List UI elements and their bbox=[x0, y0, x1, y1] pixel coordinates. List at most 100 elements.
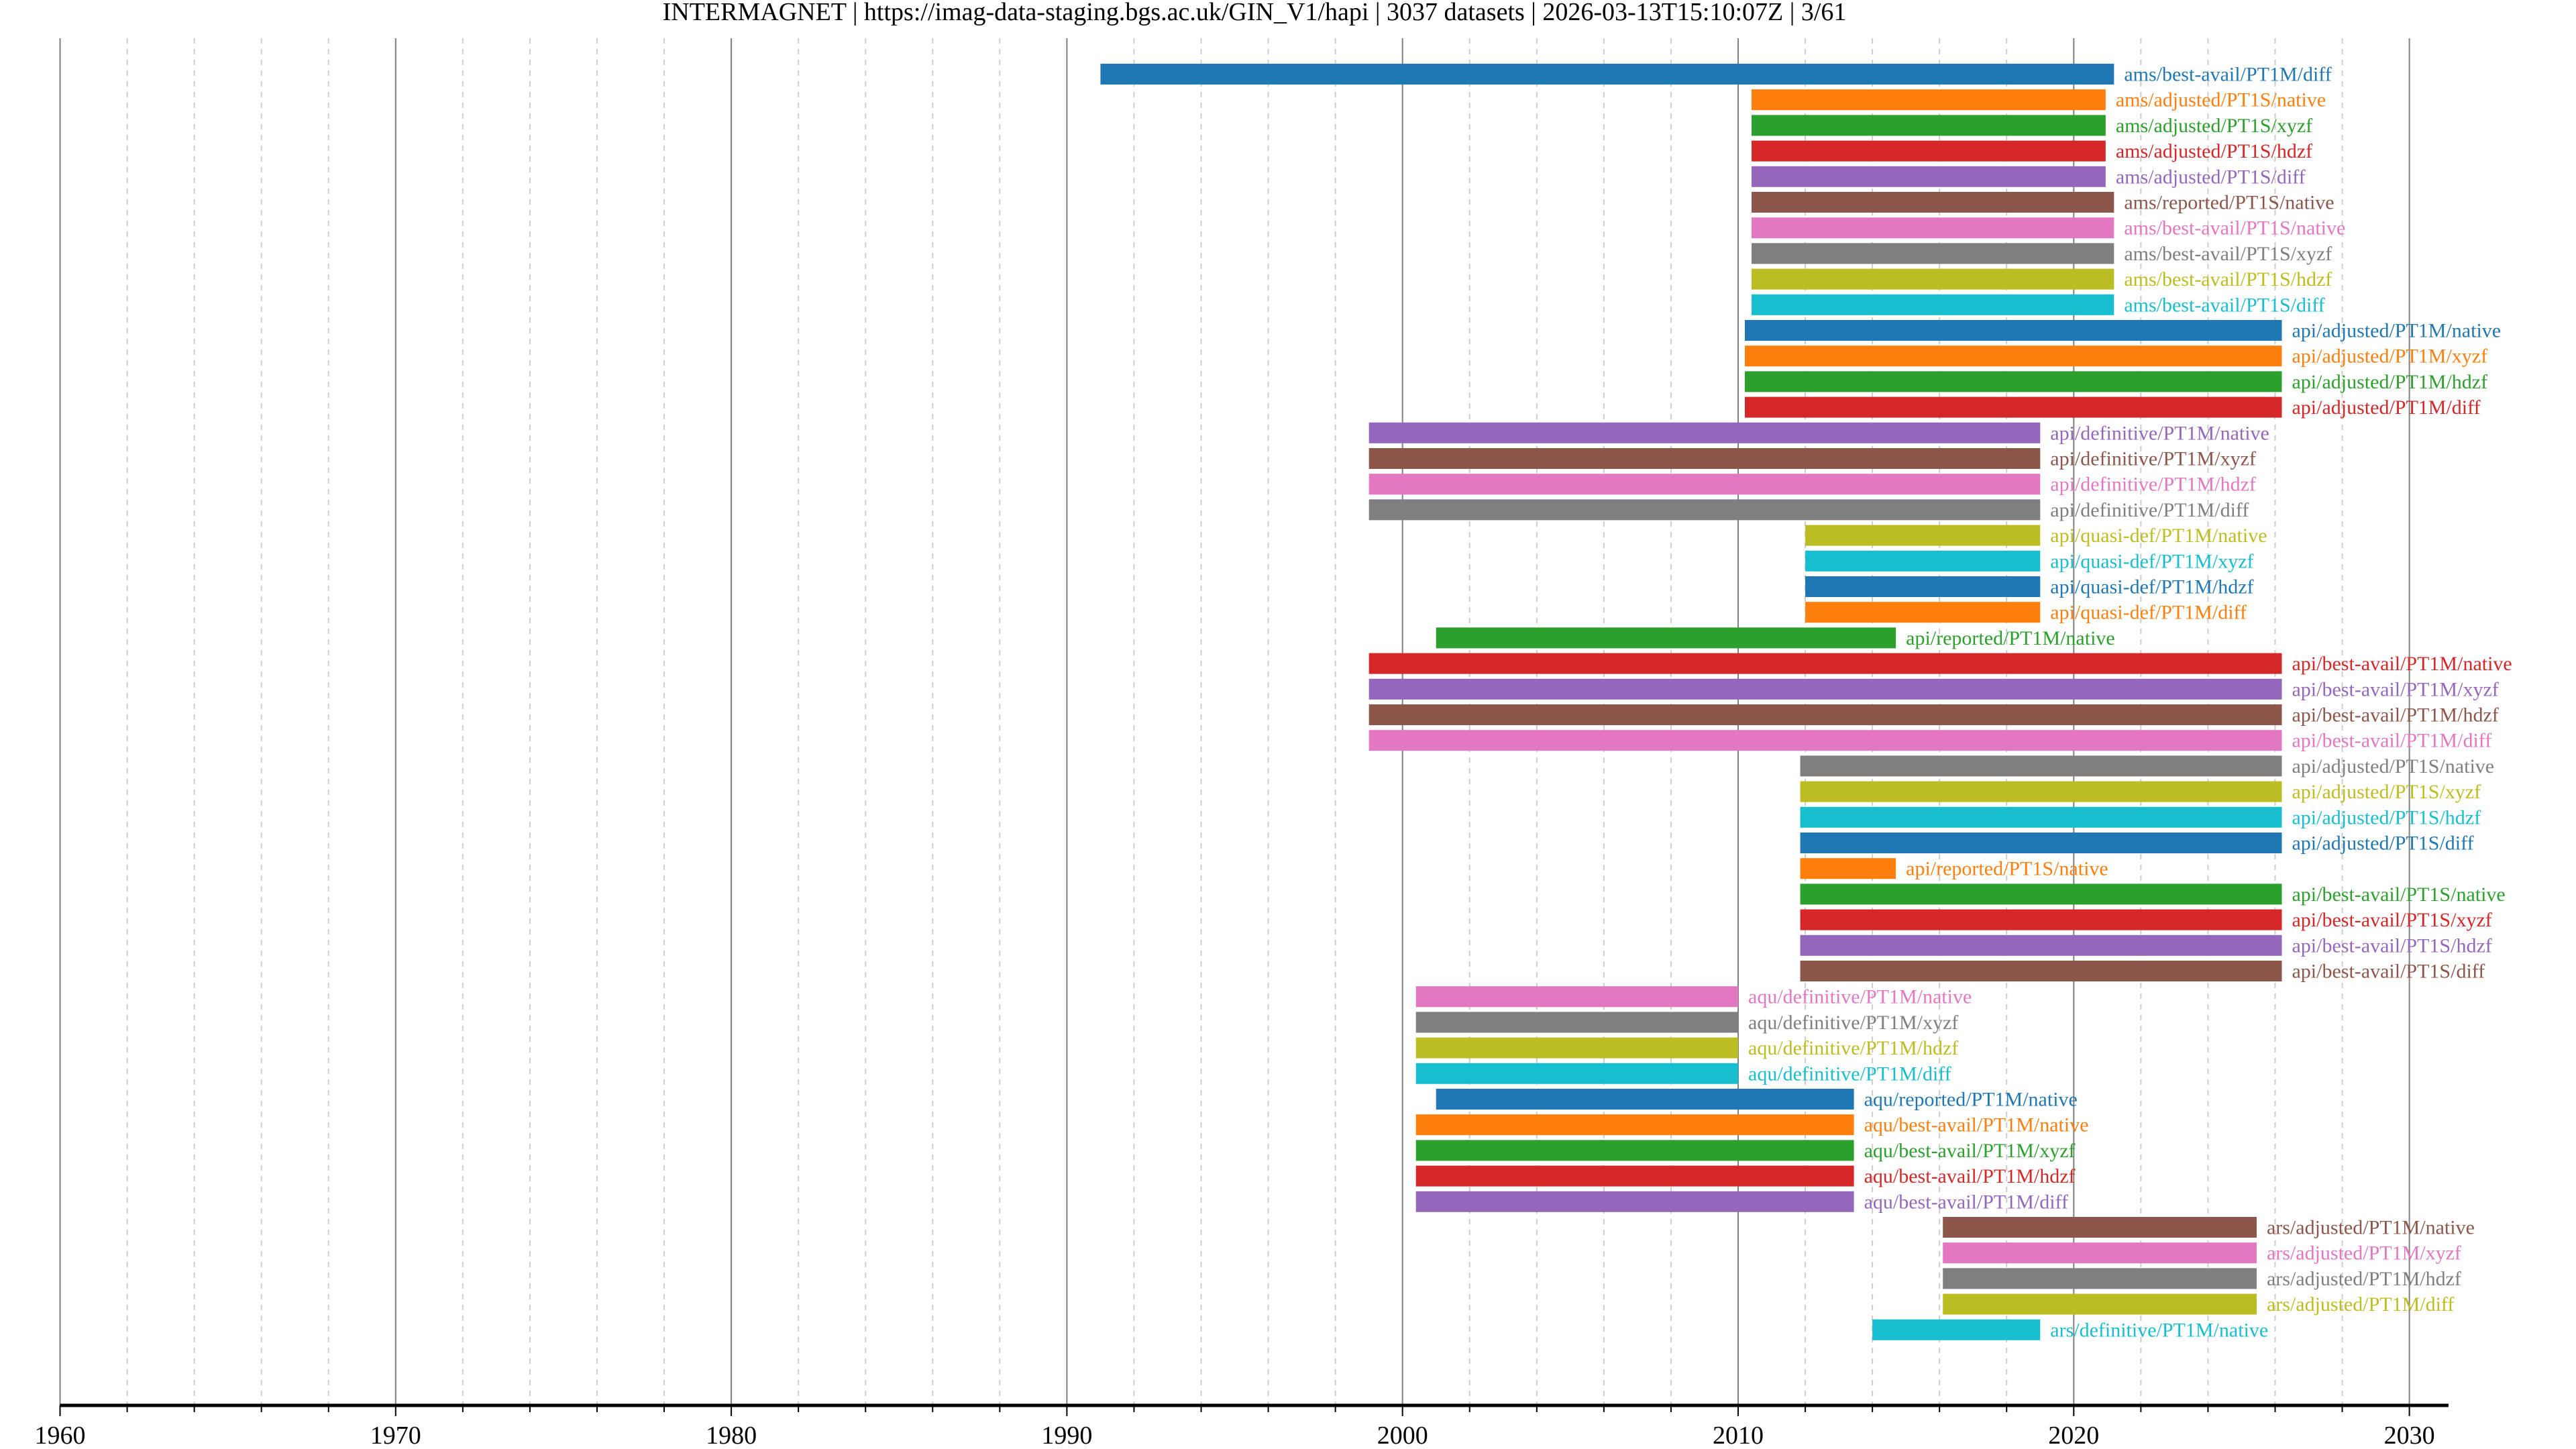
timeline-bar[interactable] bbox=[1800, 781, 2282, 802]
bar-label: ams/adjusted/PT1S/xyzf bbox=[2116, 115, 2312, 137]
bar-label: api/reported/PT1M/native bbox=[1906, 627, 2115, 649]
bar-label: api/best-avail/PT1S/hdzf bbox=[2292, 934, 2491, 957]
timeline-bar[interactable] bbox=[1436, 1089, 1854, 1110]
bar-label: aqu/reported/PT1M/native bbox=[1864, 1089, 2078, 1111]
bar-label: ams/best-avail/PT1S/native bbox=[2124, 217, 2345, 239]
timeline-bar[interactable] bbox=[1805, 576, 2041, 597]
timeline-bar[interactable] bbox=[1368, 474, 2041, 495]
x-tick-label: 1960 bbox=[35, 1421, 86, 1449]
timeline-bar[interactable] bbox=[1368, 653, 2282, 674]
bar-label: api/adjusted/PT1S/native bbox=[2292, 755, 2494, 777]
bar-label: api/best-avail/PT1S/diff bbox=[2292, 961, 2485, 983]
bar-label: ars/definitive/PT1M/native bbox=[2050, 1319, 2268, 1341]
bar-label: api/reported/PT1S/native bbox=[1906, 858, 2108, 880]
timeline-bar[interactable] bbox=[1415, 1140, 1854, 1161]
timeline-bar[interactable] bbox=[1100, 64, 2114, 85]
timeline-bar[interactable] bbox=[1745, 320, 2282, 341]
timeline-bar[interactable] bbox=[1745, 345, 2282, 367]
x-tick-label: 1980 bbox=[706, 1421, 757, 1449]
x-tick-label: 2000 bbox=[1377, 1421, 1428, 1449]
timeline-bar[interactable] bbox=[1805, 602, 2041, 623]
timeline-bar[interactable] bbox=[1368, 678, 2282, 700]
timeline-bar[interactable] bbox=[1745, 371, 2282, 392]
timeline-bar[interactable] bbox=[1368, 499, 2041, 521]
timeline-bar[interactable] bbox=[1415, 986, 1738, 1008]
bar-label: api/definitive/PT1M/native bbox=[2050, 422, 2269, 444]
timeline-bar[interactable] bbox=[1752, 268, 2114, 290]
bar-label: ams/reported/PT1S/native bbox=[2124, 192, 2334, 214]
timeline-bar[interactable] bbox=[1368, 448, 2041, 469]
timeline-bar[interactable] bbox=[1752, 89, 2106, 111]
bar-label: api/best-avail/PT1S/native bbox=[2292, 883, 2505, 906]
chart-title: INTERMAGNET | https://imag-data-staging.… bbox=[663, 0, 1847, 26]
bar-label: aqu/best-avail/PT1M/diff bbox=[1864, 1191, 2068, 1213]
bar-label: api/best-avail/PT1M/diff bbox=[2292, 730, 2491, 752]
x-tick-label: 1990 bbox=[1041, 1421, 1092, 1449]
timeline-bar[interactable] bbox=[1800, 858, 1896, 879]
timeline-bar[interactable] bbox=[1943, 1268, 2257, 1289]
x-tick-label: 2010 bbox=[1713, 1421, 1764, 1449]
timeline-bar[interactable] bbox=[1805, 550, 2041, 572]
timeline-bar[interactable] bbox=[1415, 1165, 1854, 1187]
timeline-bar[interactable] bbox=[1415, 1191, 1854, 1212]
timeline-bar[interactable] bbox=[1752, 294, 2114, 315]
timeline-bar[interactable] bbox=[1415, 1063, 1738, 1084]
timeline-bar[interactable] bbox=[1752, 166, 2106, 187]
timeline-bar[interactable] bbox=[1415, 1114, 1854, 1136]
timeline-bar[interactable] bbox=[1368, 704, 2282, 725]
timeline-bar[interactable] bbox=[1800, 961, 2282, 981]
timeline-bar[interactable] bbox=[1752, 115, 2106, 136]
timeline-bar[interactable] bbox=[1800, 909, 2282, 930]
bar-label: ams/best-avail/PT1M/diff bbox=[2124, 64, 2331, 86]
timeline-bar[interactable] bbox=[1800, 806, 2282, 828]
bar-label: api/quasi-def/PT1M/diff bbox=[2050, 602, 2247, 624]
timeline-bar[interactable] bbox=[1415, 1012, 1738, 1033]
bar-label: ars/adjusted/PT1M/diff bbox=[2267, 1293, 2454, 1316]
timeline-bar[interactable] bbox=[1800, 934, 2282, 956]
bar-label: api/quasi-def/PT1M/xyzf bbox=[2050, 550, 2253, 572]
bar-label: aqu/best-avail/PT1M/hdzf bbox=[1864, 1165, 2076, 1187]
bar-label: api/adjusted/PT1M/native bbox=[2292, 320, 2501, 342]
bar-label: ams/best-avail/PT1S/hdzf bbox=[2124, 268, 2332, 290]
timeline-bar[interactable] bbox=[1415, 1037, 1738, 1059]
bar-label: api/adjusted/PT1S/xyzf bbox=[2292, 781, 2481, 803]
timeline-bar[interactable] bbox=[1368, 730, 2282, 751]
bar-label: aqu/definitive/PT1M/diff bbox=[1748, 1063, 1951, 1085]
bar-label: ars/adjusted/PT1M/xyzf bbox=[2267, 1242, 2461, 1265]
bar-label: api/best-avail/PT1S/xyzf bbox=[2292, 909, 2491, 931]
timeline-bar[interactable] bbox=[1752, 140, 2106, 162]
bar-label: aqu/definitive/PT1M/hdzf bbox=[1748, 1037, 1958, 1059]
timeline-bar[interactable] bbox=[1943, 1242, 2257, 1264]
timeline-bar[interactable] bbox=[1752, 243, 2114, 264]
bar-label: ars/adjusted/PT1M/hdzf bbox=[2267, 1268, 2461, 1290]
bar-label: api/definitive/PT1M/diff bbox=[2050, 499, 2249, 521]
bar-label: api/adjusted/PT1S/hdzf bbox=[2292, 806, 2481, 828]
timeline-bar[interactable] bbox=[1872, 1319, 2041, 1340]
timeline-bar[interactable] bbox=[1436, 627, 1896, 649]
bar-label: api/best-avail/PT1M/native bbox=[2292, 653, 2512, 675]
timeline-bar[interactable] bbox=[1745, 396, 2282, 418]
bar-label: ams/adjusted/PT1S/hdzf bbox=[2116, 140, 2312, 162]
x-axis: 1960 1970 1980 1990 2000 2010 2020 2030 bbox=[35, 1403, 2449, 1449]
bar-label: api/best-avail/PT1M/xyzf bbox=[2292, 678, 2498, 700]
bar-label: api/best-avail/PT1M/hdzf bbox=[2292, 704, 2498, 727]
timeline-bar[interactable] bbox=[1800, 883, 2282, 905]
x-tick-label: 1970 bbox=[370, 1421, 421, 1449]
bar-label: api/definitive/PT1M/xyzf bbox=[2050, 448, 2256, 470]
timeline-bar[interactable] bbox=[1800, 755, 2282, 777]
bar-label: aqu/best-avail/PT1M/native bbox=[1864, 1114, 2089, 1136]
timeline-bar[interactable] bbox=[1805, 525, 2041, 546]
bar-label: aqu/definitive/PT1M/xyzf bbox=[1748, 1012, 1958, 1034]
bar-label: api/adjusted/PT1M/hdzf bbox=[2292, 371, 2487, 393]
bar-label: ams/best-avail/PT1S/xyzf bbox=[2124, 243, 2332, 265]
timeline-bar[interactable] bbox=[1800, 833, 2282, 853]
bar-label: api/adjusted/PT1M/diff bbox=[2292, 396, 2480, 419]
bars: ams/best-avail/PT1M/diff ams/adjusted/PT1… bbox=[1100, 64, 2512, 1341]
timeline-bar[interactable] bbox=[1752, 217, 2114, 239]
timeline-bar[interactable] bbox=[1943, 1293, 2257, 1315]
timeline-bar[interactable] bbox=[1752, 192, 2114, 213]
timeline-bar[interactable] bbox=[1368, 422, 2041, 443]
bar-label: aqu/definitive/PT1M/native bbox=[1748, 986, 1972, 1008]
timeline-bar[interactable] bbox=[1943, 1217, 2257, 1238]
